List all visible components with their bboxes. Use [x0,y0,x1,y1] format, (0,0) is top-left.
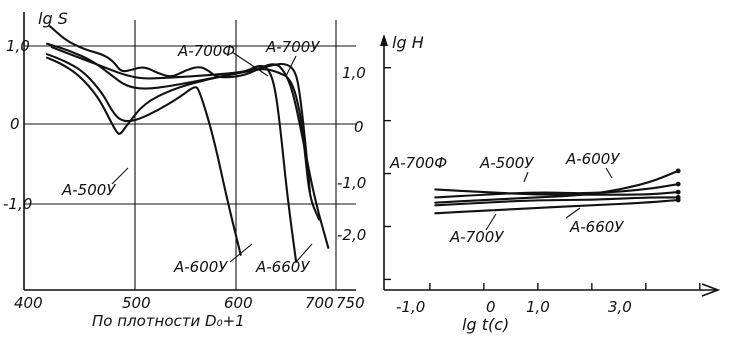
right-leader-line [485,213,497,231]
right-x-tick-label: 1,0 [526,298,550,316]
right-y-axis-title: lg H [392,33,424,52]
left-series-label: А-500У [61,181,116,199]
chart-left: lg S 1,0 0 -1,0 400 500 600 700 750 По п… [3,9,365,330]
series-line-3 [434,169,680,204]
left-x-tick-label: 700 [305,294,334,312]
left-series-label: А-600У [173,258,228,276]
left-leader-line [295,243,313,263]
left-y-tick-label: -1,0 [3,195,32,213]
left-leader-line [229,243,253,263]
right-y-axis-arrow-icon [380,34,388,46]
left-leader-line [111,167,129,185]
series-line-2 [46,53,242,256]
right-series-label: А-500У [479,154,534,172]
series-line-3 [46,42,298,263]
right-y-tick-label: -2,0 [337,226,366,244]
series-line-5 [50,46,311,193]
left-x-tick-label: 750 [336,294,365,312]
series-end-point [675,189,681,195]
series-line-5 [434,198,680,215]
series-end-point [675,181,681,187]
left-y-axis-title: lg S [38,9,68,28]
right-y-tick-label: -1,0 [337,174,366,192]
series-end-point [675,168,681,174]
right-x-tick-label: 0 [486,298,496,316]
series-line-2 [434,183,680,199]
left-y-tick-label: 0 [10,115,20,133]
left-series-label: А-700Ф [177,42,235,60]
right-plot-area [434,168,681,215]
right-series-label: А-600У [565,150,620,168]
left-leader-line [231,51,269,77]
chart-right: lg H lg t(c) 1,0 0 -1,0 -2,0 -1,0 0 1,0 … [337,33,721,334]
left-y-tick-label: 1,0 [6,37,30,55]
left-x-tick-label: 400 [14,294,43,312]
right-leader-line [565,207,581,219]
right-series-label: А-700Ф [389,154,447,172]
right-leader-line [523,171,529,183]
left-series-label: А-660У [255,258,310,276]
series-line-1 [434,188,680,196]
series-line-1 [46,56,321,221]
left-plot-area [46,25,330,263]
left-x-tick-label: 500 [122,294,151,312]
right-series-label: А-660У [569,218,624,236]
series-end-point [675,197,681,203]
left-leader-line [285,55,297,77]
series-line-4 [48,25,330,249]
right-axis-ticks [384,66,701,290]
right-leader-line [605,167,613,179]
right-x-axis-arrow-icon [701,283,721,297]
right-x-tick-label: 3,0 [608,298,632,316]
left-x-tick-label: 600 [224,294,253,312]
series-line-4 [434,196,680,207]
left-series-label: А-700У [265,38,320,56]
right-x-axis-title: lg t(c) [462,315,509,334]
right-y-tick-label: 1,0 [342,64,366,82]
right-y-tick-label: 0 [354,118,364,136]
right-x-tick-label: -1,0 [396,298,425,316]
left-x-axis-title: По плотности D₀+1 [92,312,245,330]
right-series-label: А-700У [449,228,504,246]
